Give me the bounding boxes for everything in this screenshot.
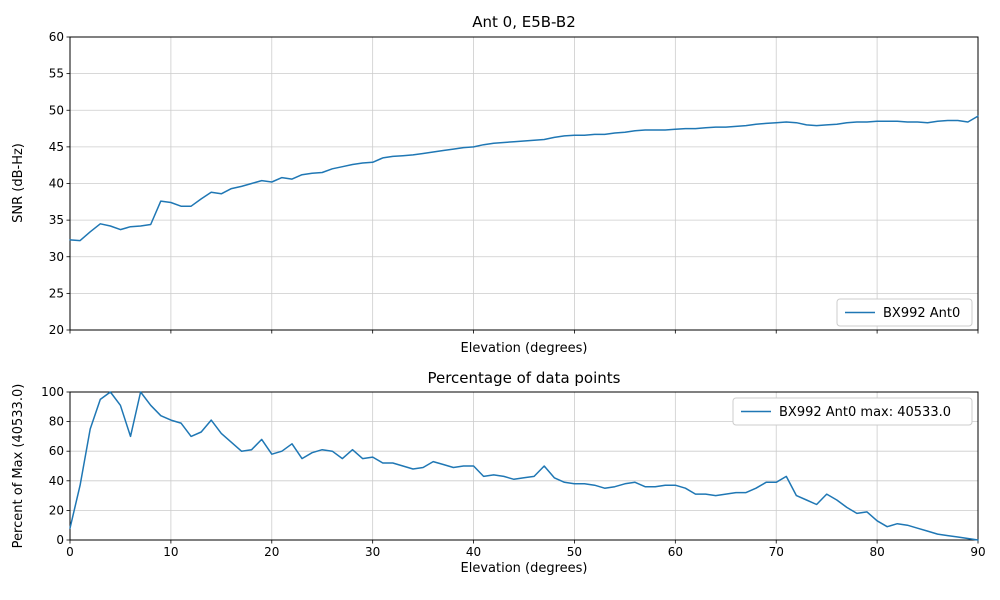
snr-legend: BX992 Ant0 <box>836 298 973 327</box>
y-tick-label: 20 <box>49 323 64 337</box>
y-tick-label: 30 <box>49 250 64 264</box>
y-tick-label: 50 <box>49 103 64 117</box>
percent-legend-label: BX992 Ant0 max: 40533.0 <box>779 405 951 420</box>
x-tick-label: 50 <box>567 545 582 559</box>
y-tick-label: 35 <box>49 213 64 227</box>
snr-legend-label: BX992 Ant0 <box>883 306 960 321</box>
data-line <box>69 115 979 242</box>
snr-chart-title: Ant 0, E5B-B2 <box>472 13 576 31</box>
y-tick-label: 60 <box>49 30 64 44</box>
y-tick-label: 40 <box>49 474 64 488</box>
percent-chart-title: Percentage of data points <box>427 369 620 387</box>
x-tick-label: 40 <box>466 545 481 559</box>
x-tick-label: 10 <box>163 545 178 559</box>
y-tick-label: 25 <box>49 286 64 300</box>
snr-chart: 20 25 30 35 40 45 50 55 60 Ant 0, E5B-B2 Elevati… <box>11 13 979 356</box>
y-tick-label: 40 <box>49 177 64 191</box>
x-tick-label: 80 <box>869 545 884 559</box>
y-tick-label: 80 <box>49 415 64 429</box>
y-tick-label: 20 <box>49 503 64 517</box>
x-tick-label: 0 <box>66 545 74 559</box>
percent-legend: BX992 Ant0 max: 40533.0 <box>732 397 973 426</box>
x-tick-label: 20 <box>264 545 279 559</box>
y-tick-label: 100 <box>41 385 64 399</box>
y-tick-label: 0 <box>56 533 64 547</box>
snr-xaxis-label: Elevation (degrees) <box>461 341 588 356</box>
y-tick-label: 45 <box>49 140 64 154</box>
x-tick-label: 70 <box>769 545 784 559</box>
y-tick-label: 55 <box>49 67 64 81</box>
y-tick-label: 60 <box>49 444 64 458</box>
snr-legend-frame <box>836 298 973 327</box>
percent-yaxis-label: Percent of Max (40533.0) <box>11 384 26 549</box>
plot-border <box>69 391 979 541</box>
percent-legend-frame <box>732 397 973 426</box>
percent-plot-area: 0 20 40 60 80 100 0 10 20 30 40 50 60 70 80 90 <box>41 385 986 559</box>
data-line <box>69 391 979 541</box>
percent-chart: 0 20 40 60 80 100 0 10 20 30 40 50 60 70 80 90 Percenta… <box>11 369 986 576</box>
x-tick-label: 60 <box>668 545 683 559</box>
snr-yaxis-label: SNR (dB-Hz) <box>11 143 26 223</box>
percent-xaxis-label: Elevation (degrees) <box>461 561 588 576</box>
snr-plot-area: 20 25 30 35 40 45 50 55 60 <box>49 30 979 337</box>
x-tick-label: 90 <box>970 545 985 559</box>
x-tick-label: 30 <box>365 545 380 559</box>
